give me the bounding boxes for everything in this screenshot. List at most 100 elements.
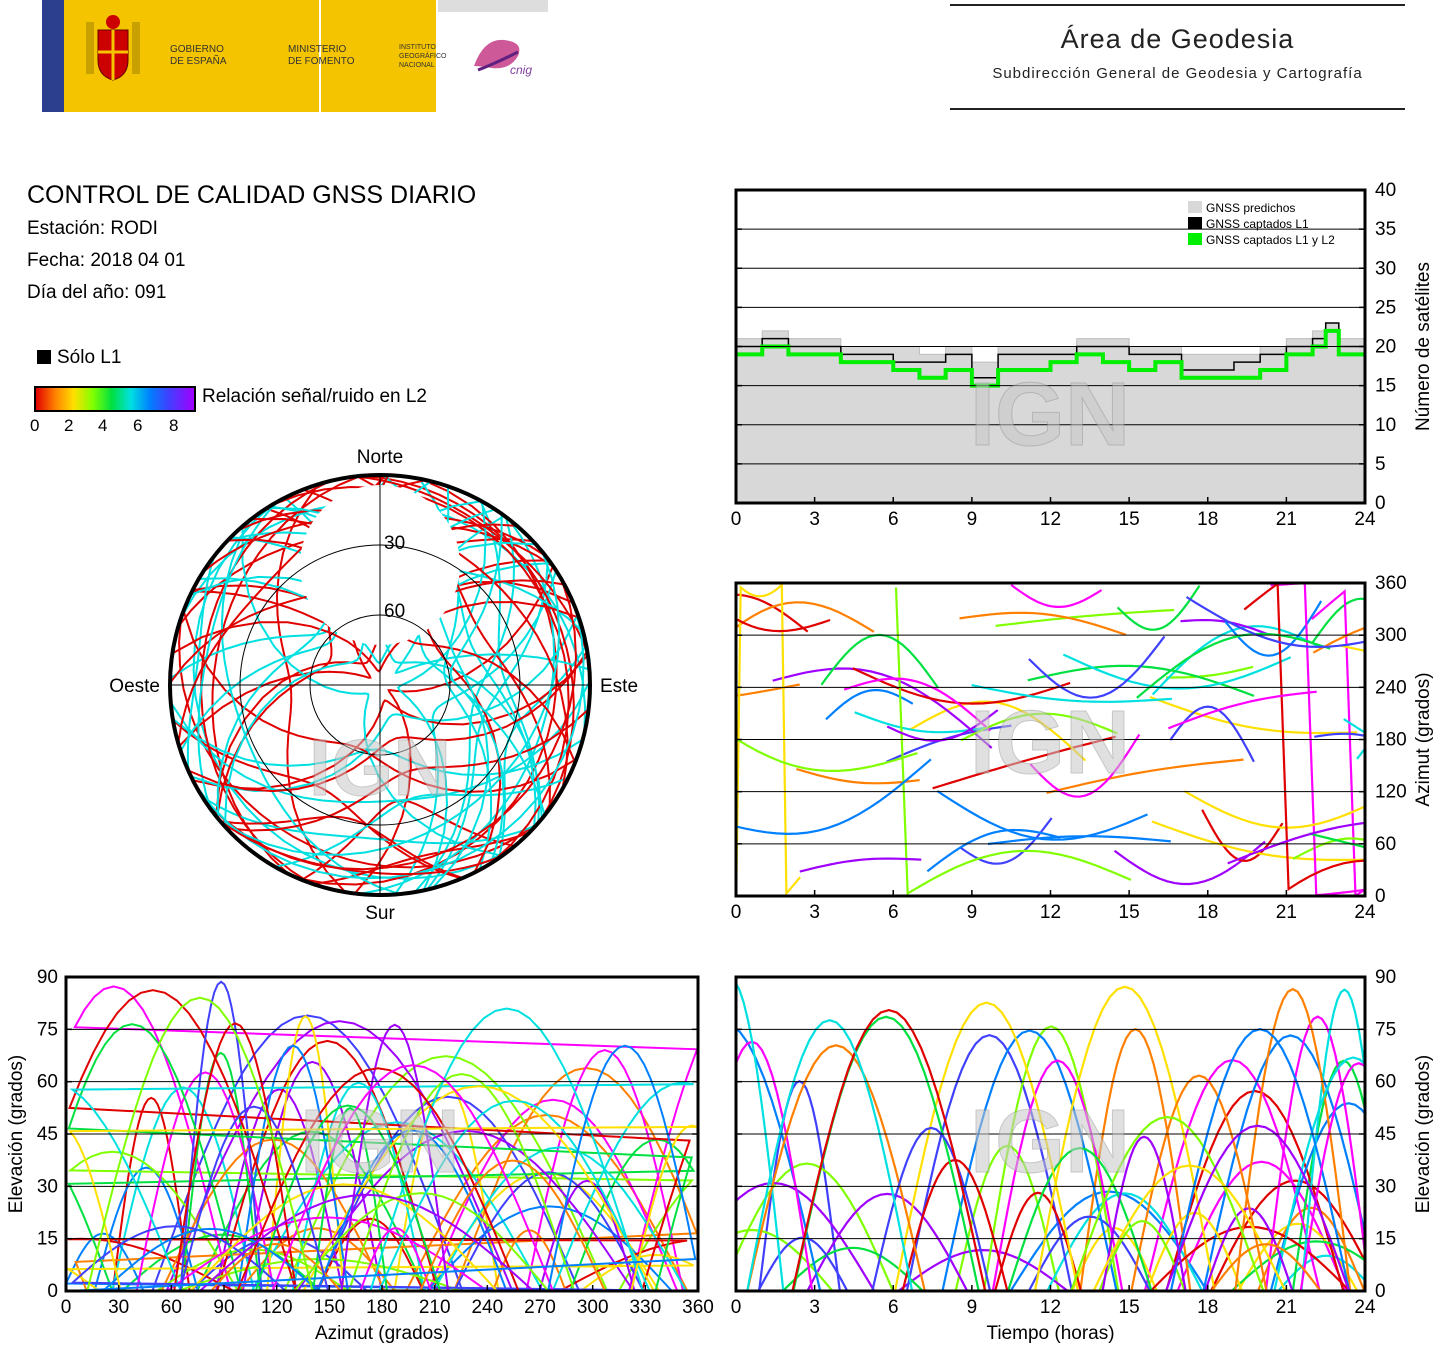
y-tick-label: 0 xyxy=(1375,493,1386,514)
elevation-track xyxy=(359,1227,432,1291)
satellite-track xyxy=(799,857,922,873)
y-tick-label: 60 xyxy=(1375,1072,1396,1093)
sky-track xyxy=(414,516,516,893)
satellite-track xyxy=(1183,790,1365,829)
elevation-track xyxy=(991,1059,1124,1291)
elevation-track xyxy=(893,1001,1080,1291)
sky-horizon xyxy=(168,473,592,897)
legend-swatch xyxy=(1188,201,1202,213)
satellite-track xyxy=(772,667,993,749)
gobierno-text-2: DE ESPAÑA xyxy=(170,56,227,67)
satellite-track xyxy=(1167,690,1317,730)
elevation-track xyxy=(1234,987,1352,1291)
elevation-track xyxy=(316,1095,581,1291)
tracks xyxy=(66,980,698,1291)
elevation-track xyxy=(1027,1215,1151,1291)
elevation-track xyxy=(178,1105,330,1291)
x-tick-label: 12 xyxy=(1040,902,1061,923)
elevation-track xyxy=(215,1088,344,1291)
satellite-track xyxy=(1010,584,1103,608)
legend-l1-only: Sólo L1 xyxy=(37,347,121,369)
y-tick-label: 360 xyxy=(1375,573,1407,594)
satellite-track xyxy=(736,601,875,633)
elevation-track xyxy=(199,1193,534,1291)
sky-track xyxy=(197,501,278,810)
elevation-track xyxy=(791,1008,987,1291)
satellite-track xyxy=(736,617,831,633)
snr-tick: 8 xyxy=(169,416,179,435)
ring-label: 60 xyxy=(384,601,405,622)
cnig-logo-icon: cnig xyxy=(474,39,532,77)
x-tick-label: 12 xyxy=(1040,1297,1061,1318)
elevation-track xyxy=(111,1086,255,1291)
gobierno-text-1: GOBIERNO xyxy=(170,44,224,55)
x-tick-label: 21 xyxy=(1276,1297,1297,1318)
x-tick-label: 24 xyxy=(1354,902,1376,923)
y-axis-label: Azimut (grados) xyxy=(1413,672,1434,806)
elevation-track xyxy=(1210,1179,1365,1291)
elevation-track xyxy=(1070,1115,1265,1291)
sky-track xyxy=(312,831,530,885)
elevation-track xyxy=(1230,1240,1365,1291)
x-tick-label: 9 xyxy=(967,509,978,530)
satellite-track xyxy=(1046,758,1244,794)
sky-track xyxy=(275,483,347,893)
station-label: Estación: RODI xyxy=(27,218,158,239)
sky-track xyxy=(219,815,464,880)
satellite-track xyxy=(1029,733,1141,798)
elevation-track xyxy=(1098,1219,1186,1291)
y-tick-label: 45 xyxy=(37,1124,58,1145)
sky-track xyxy=(194,607,585,880)
x-tick-label: 18 xyxy=(1197,1297,1218,1318)
satellite-track xyxy=(1180,619,1269,636)
satellite-track xyxy=(736,583,801,896)
satellite-track xyxy=(852,667,1071,705)
elevation-azimuth-chart: 0 30 60 90 120 150 180 210 240 270 300 330 360 0 15 30 4… xyxy=(6,967,714,1344)
y-tick-label: 90 xyxy=(37,967,58,988)
elevation-track xyxy=(1101,1135,1187,1291)
legend-label: GNSS captados L1 xyxy=(1206,217,1309,231)
ministerio-text-2: DE FOMENTO xyxy=(288,56,355,67)
elevation-track xyxy=(1210,1243,1322,1291)
elevation-track xyxy=(165,1020,514,1291)
sky-track xyxy=(274,776,569,868)
sky-track xyxy=(200,480,330,885)
elevation-track xyxy=(393,1083,500,1291)
elevation-track xyxy=(1264,1015,1365,1291)
x-tick-label: 9 xyxy=(967,1297,978,1318)
elevation-track xyxy=(68,1124,698,1291)
elevation-track xyxy=(1176,1160,1347,1291)
sky-track xyxy=(211,475,361,875)
elevation-track xyxy=(905,1033,1073,1291)
ign-text-2: GEOGRÁFICO xyxy=(399,53,447,60)
elevation-track xyxy=(302,1085,655,1291)
l1-swatch xyxy=(37,350,51,364)
y-axis-label: Elevación (grados) xyxy=(1413,1055,1434,1213)
x-tick-label: 360 xyxy=(682,1297,714,1318)
x-tick-label: 3 xyxy=(809,1297,820,1318)
snr-colorbar xyxy=(34,386,196,412)
legend-swatch xyxy=(1188,217,1202,229)
sky-track xyxy=(204,579,578,871)
y-tick-label: 30 xyxy=(1375,258,1396,279)
x-tick-label: 150 xyxy=(313,1297,345,1318)
y-tick-label: 300 xyxy=(1375,625,1407,646)
satellite-track xyxy=(1149,695,1358,735)
x-tick-label: 240 xyxy=(471,1297,503,1318)
ign-text-3: NACIONAL xyxy=(399,62,435,69)
header-rule-top xyxy=(950,4,1405,6)
ign-watermark: IGN xyxy=(970,365,1130,465)
legend-label: GNSS captados L1 y L2 xyxy=(1206,233,1335,247)
x-tick-label: 15 xyxy=(1119,1297,1140,1318)
satellite-track xyxy=(736,593,809,633)
elevation-track xyxy=(982,1025,1120,1291)
x-tick-label: 18 xyxy=(1197,509,1218,530)
x-axis-label: Tiempo (horas) xyxy=(986,1323,1114,1344)
satellite-track xyxy=(736,683,800,697)
elevation-track xyxy=(86,996,314,1291)
elevation-track xyxy=(1149,1225,1351,1291)
satellite-track xyxy=(1166,665,1254,679)
satellite-track xyxy=(1311,589,1365,896)
x-tick-label: 120 xyxy=(261,1297,293,1318)
